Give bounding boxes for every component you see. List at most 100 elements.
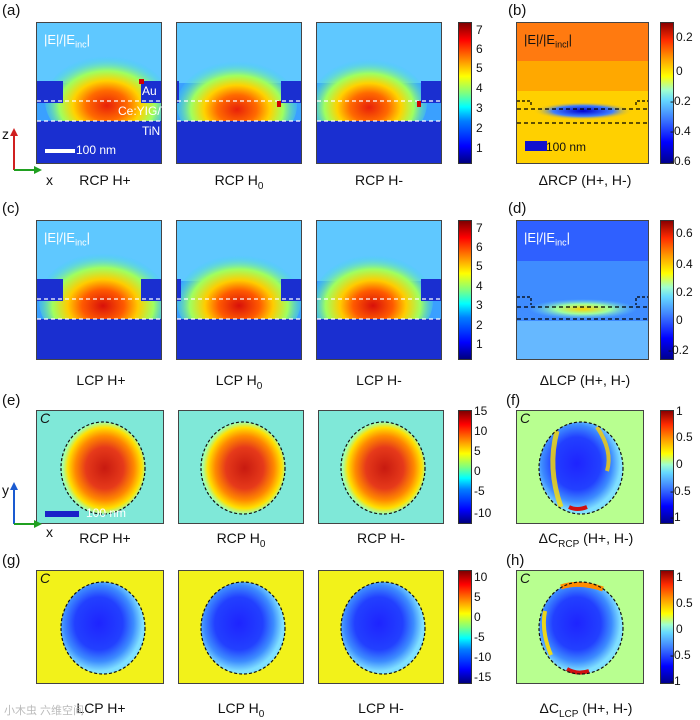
- chirality-map-rcp-hplus: [36, 410, 164, 524]
- caption-lcp-hminus: LCP H-: [356, 372, 402, 388]
- efield-map-lcp-hplus: [36, 220, 162, 360]
- tick: 4: [476, 279, 483, 293]
- tick: 6: [476, 240, 483, 254]
- efield-map-lcp-hminus: [316, 220, 442, 360]
- efield-map-rcp-h0: [176, 22, 302, 164]
- panel-label-b: (b): [508, 2, 527, 19]
- tick: 5: [476, 259, 483, 273]
- efield-map-lcp-h0: [176, 220, 302, 360]
- diff-chirality-map-lcp: [516, 570, 644, 684]
- tick: 1: [676, 404, 683, 418]
- tick: 5: [476, 61, 483, 75]
- tick: 0: [676, 313, 683, 327]
- tick: 0: [676, 64, 683, 78]
- tick: 0: [676, 622, 683, 636]
- caption-lcp-h0: LCP H0: [215, 372, 263, 392]
- tick: 0: [474, 464, 481, 478]
- caption-rcp-hplus: RCP H+: [79, 172, 131, 188]
- caption-diff-c-rcp: ΔCRCP (H+, H-): [538, 530, 634, 550]
- axes-zx-icon: [10, 128, 42, 174]
- chirality-map-lcp-h0: [178, 570, 304, 684]
- layer-label-tin: TiN: [142, 124, 161, 138]
- diff-map-lcp: [516, 220, 649, 360]
- tick: 1: [676, 570, 683, 584]
- tick: 6: [476, 42, 483, 56]
- tick: -0.5: [670, 484, 691, 498]
- chirality-map-graphic: [340, 581, 426, 675]
- chirality-map-graphic: [200, 421, 286, 515]
- tick: 0.2: [676, 285, 693, 299]
- tick: 0.2: [676, 30, 693, 44]
- efield-map-graphic: [317, 23, 441, 163]
- tick: 0.6: [676, 226, 693, 240]
- diff-chirality-graphic: [538, 581, 624, 675]
- tick: 0: [676, 457, 683, 471]
- panel-label-c: (c): [2, 200, 20, 217]
- tick: -0.6: [670, 154, 691, 168]
- map-label-a: |E|/|Einc|: [44, 32, 90, 50]
- colorbar-a: [458, 22, 472, 164]
- tick: 7: [476, 23, 483, 37]
- tick: -5: [474, 484, 485, 498]
- caption-c-lcp-hminus: LCP H-: [358, 700, 404, 716]
- axis-y-label: y: [2, 482, 9, 498]
- scale-label-e: 100 nm: [86, 506, 127, 520]
- chirality-map-lcp-hplus: [36, 570, 164, 684]
- caption-lcp-hplus: LCP H+: [76, 372, 126, 388]
- chirality-map-graphic: [200, 581, 286, 675]
- tick: 2: [476, 121, 483, 135]
- scale-label-a: 100 nm: [76, 143, 117, 157]
- tick: -1: [670, 674, 681, 688]
- panel-label-a: (a): [2, 2, 21, 19]
- diff-map-graphic: [517, 23, 648, 163]
- tick: -0.2: [670, 94, 691, 108]
- tick: 4: [476, 81, 483, 95]
- tick: 10: [474, 570, 488, 584]
- map-label-d: |E|/|Einc|: [524, 230, 570, 248]
- corner-label-h: C: [520, 570, 531, 586]
- panel-label-e: (e): [2, 392, 21, 409]
- corner-label-e: C: [40, 410, 51, 426]
- tick: 0.5: [676, 596, 693, 610]
- colorbar-e: [458, 410, 472, 524]
- caption-c-rcp-hplus: RCP H+: [79, 530, 131, 546]
- colorbar-h: [660, 570, 674, 684]
- tick: 1: [476, 337, 483, 351]
- tick: -0.2: [668, 343, 689, 357]
- chirality-map-graphic: [60, 581, 146, 675]
- tick: 3: [476, 101, 483, 115]
- tick: 7: [476, 221, 483, 235]
- axis-x-label-e: x: [46, 524, 53, 540]
- scale-label-b: 100 nm: [546, 140, 587, 154]
- tick: 1: [476, 141, 483, 155]
- tick: -0.5: [670, 648, 691, 662]
- tick: 10: [474, 424, 488, 438]
- efield-map-graphic: [37, 221, 161, 359]
- layer-label-au: Au: [142, 84, 157, 98]
- tick: 0.4: [676, 257, 693, 271]
- diff-map-graphic: [517, 221, 648, 359]
- efield-map-graphic: [177, 221, 301, 359]
- caption-diff-c-lcp: ΔCLCP (H+, H-): [539, 700, 633, 720]
- tick: 3: [476, 298, 483, 312]
- corner-label-g: C: [40, 570, 51, 586]
- tick: 15: [474, 404, 488, 418]
- axes-yx-icon: [10, 482, 42, 528]
- map-label-c: |E|/|Einc|: [44, 230, 90, 248]
- tick: -0.4: [670, 124, 691, 138]
- diff-map-rcp: [516, 22, 649, 164]
- caption-c-lcp-h0: LCP H0: [217, 700, 265, 720]
- colorbar-c: [458, 220, 472, 360]
- tick: 5: [474, 590, 481, 604]
- colorbar-b: [660, 22, 674, 164]
- chirality-map-rcp-hminus: [318, 410, 444, 524]
- map-label-b: |E|/|Eincl|: [524, 32, 572, 50]
- caption-c-lcp-hplus: LCP H+: [76, 700, 126, 716]
- colorbar-g: [458, 570, 472, 684]
- diff-chirality-map-rcp: [516, 410, 644, 524]
- efield-map-graphic: [317, 221, 441, 359]
- tick: 0.5: [676, 430, 693, 444]
- tick: 0: [474, 610, 481, 624]
- tick: -10: [474, 650, 492, 664]
- tick: -1: [670, 510, 681, 524]
